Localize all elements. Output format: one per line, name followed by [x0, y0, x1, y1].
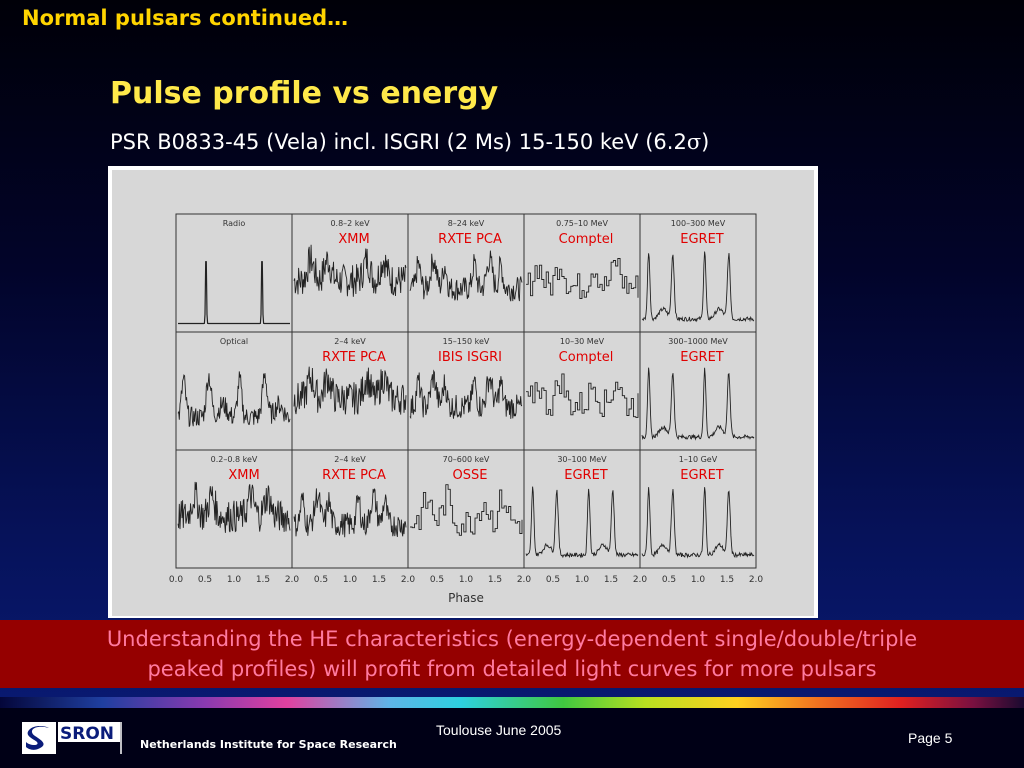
figure-background: Radio 0.8–2 keV XMM 8–24 keV RXTE PCA 0.75–10…	[112, 170, 814, 616]
instrument-label: EGRET	[680, 468, 724, 483]
instrument-label: XMM	[338, 232, 369, 247]
phase-tick-label: 2.0	[285, 575, 300, 585]
energy-band-label: 300–1000 MeV	[668, 337, 728, 346]
phase-tick-label: 1.0	[227, 575, 242, 585]
phase-tick-label: 1.5	[488, 575, 502, 585]
energy-band-label: 0.8–2 keV	[330, 219, 370, 228]
event-label: Toulouse June 2005	[436, 722, 562, 738]
instrument-label: RXTE PCA	[322, 350, 386, 365]
instrument-label: Comptel	[559, 232, 614, 247]
panel-frame	[639, 449, 757, 569]
banner-line-1: Understanding the HE characteristics (en…	[106, 627, 918, 651]
energy-band-label: 0.75–10 MeV	[556, 219, 608, 228]
phase-tick-label: 1.0	[691, 575, 706, 585]
phase-tick-label: 1.5	[720, 575, 734, 585]
energy-band-label: 2–4 keV	[334, 337, 366, 346]
instrument-label: RXTE PCA	[438, 232, 502, 247]
phase-tick-label: 1.0	[575, 575, 590, 585]
page-number: Page 5	[908, 730, 953, 746]
organization-name: Netherlands Institute for Space Research	[140, 738, 397, 751]
sigma-symbol: σ	[686, 130, 702, 154]
subheading-close: )	[701, 130, 710, 154]
phase-tick-label: 0.5	[314, 575, 328, 585]
pulse-profile-trace	[293, 488, 407, 538]
slide-heading: Pulse profile vs energy	[110, 76, 499, 111]
energy-band-label: 15–150 keV	[443, 337, 490, 346]
pulse-profile-grid: Radio 0.8–2 keV XMM 8–24 keV RXTE PCA 0.75–10…	[169, 213, 764, 605]
phase-tick-label: 0.5	[546, 575, 560, 585]
panel-frame	[175, 213, 293, 333]
banner-line-2: peaked profiles) will profit from detail…	[147, 657, 877, 681]
logo-text: SRON	[60, 724, 114, 744]
pulse-profile-trace	[410, 484, 523, 536]
pulse-profile-trace	[409, 369, 523, 420]
pulse-profile-trace	[641, 367, 755, 441]
phase-tick-label: 1.5	[256, 575, 270, 585]
instrument-label: XMM	[228, 468, 259, 483]
pulse-profile-trace	[409, 250, 523, 302]
pulse-profile-trace	[293, 244, 407, 297]
phase-tick-label: 2.0	[517, 575, 532, 585]
pulse-profile-trace	[178, 261, 290, 325]
slide-section-title: Normal pulsars continued…	[22, 6, 349, 30]
footer-bar	[0, 708, 1024, 768]
pulse-profile-trace	[641, 487, 755, 559]
phase-tick-label: 0.0	[169, 575, 184, 585]
slide-subheading: PSR B0833-45 (Vela) incl. ISGRI (2 Ms) 1…	[110, 130, 709, 154]
pulse-profile-figure: Radio 0.8–2 keV XMM 8–24 keV RXTE PCA 0.75–10…	[108, 166, 818, 618]
energy-band-label: 100–300 MeV	[671, 219, 726, 228]
energy-band-label: 2–4 keV	[334, 455, 366, 464]
instrument-label: IBIS ISGRI	[438, 350, 502, 365]
instrument-label: EGRET	[680, 232, 724, 247]
instrument-label: Comptel	[559, 350, 614, 365]
phase-tick-label: 1.0	[459, 575, 474, 585]
rainbow-divider	[0, 697, 1024, 708]
phase-tick-label: 1.0	[343, 575, 358, 585]
pulse-profile-trace	[526, 373, 639, 418]
instrument-label: EGRET	[564, 468, 608, 483]
energy-band-label: 30–100 MeV	[557, 455, 607, 464]
conclusion-banner: Understanding the HE characteristics (en…	[0, 620, 1024, 688]
instrument-label: EGRET	[680, 350, 724, 365]
phase-axis-label: Phase	[448, 591, 484, 605]
pulse-profile-trace	[177, 371, 291, 427]
energy-band-label: Optical	[220, 337, 248, 346]
pulse-profile-trace	[177, 481, 291, 533]
phase-tick-label: 0.5	[430, 575, 444, 585]
pulse-profile-trace	[525, 486, 639, 559]
phase-tick-label: 2.0	[401, 575, 416, 585]
phase-tick-label: 2.0	[749, 575, 764, 585]
subheading-text: PSR B0833-45 (Vela) incl. ISGRI (2 Ms) 1…	[110, 130, 687, 154]
instrument-label: RXTE PCA	[322, 468, 386, 483]
phase-tick-label: 0.5	[662, 575, 676, 585]
panel-frame	[175, 331, 293, 451]
sron-logo: SRON	[22, 720, 122, 756]
phase-tick-label: 0.5	[198, 575, 212, 585]
energy-band-label: 10–30 MeV	[560, 337, 605, 346]
instrument-label: OSSE	[453, 468, 488, 483]
phase-tick-label: 1.5	[604, 575, 618, 585]
energy-band-label: 1–10 GeV	[679, 455, 718, 464]
phase-tick-label: 2.0	[633, 575, 648, 585]
pulse-profile-trace	[293, 366, 407, 415]
energy-band-label: 0.2–0.8 keV	[211, 455, 258, 464]
phase-tick-label: 1.5	[372, 575, 386, 585]
energy-band-label: Radio	[223, 219, 246, 228]
pulse-profile-trace	[526, 258, 639, 299]
energy-band-label: 70–600 keV	[443, 455, 490, 464]
pulse-profile-trace	[641, 251, 755, 323]
energy-band-label: 8–24 keV	[448, 219, 485, 228]
